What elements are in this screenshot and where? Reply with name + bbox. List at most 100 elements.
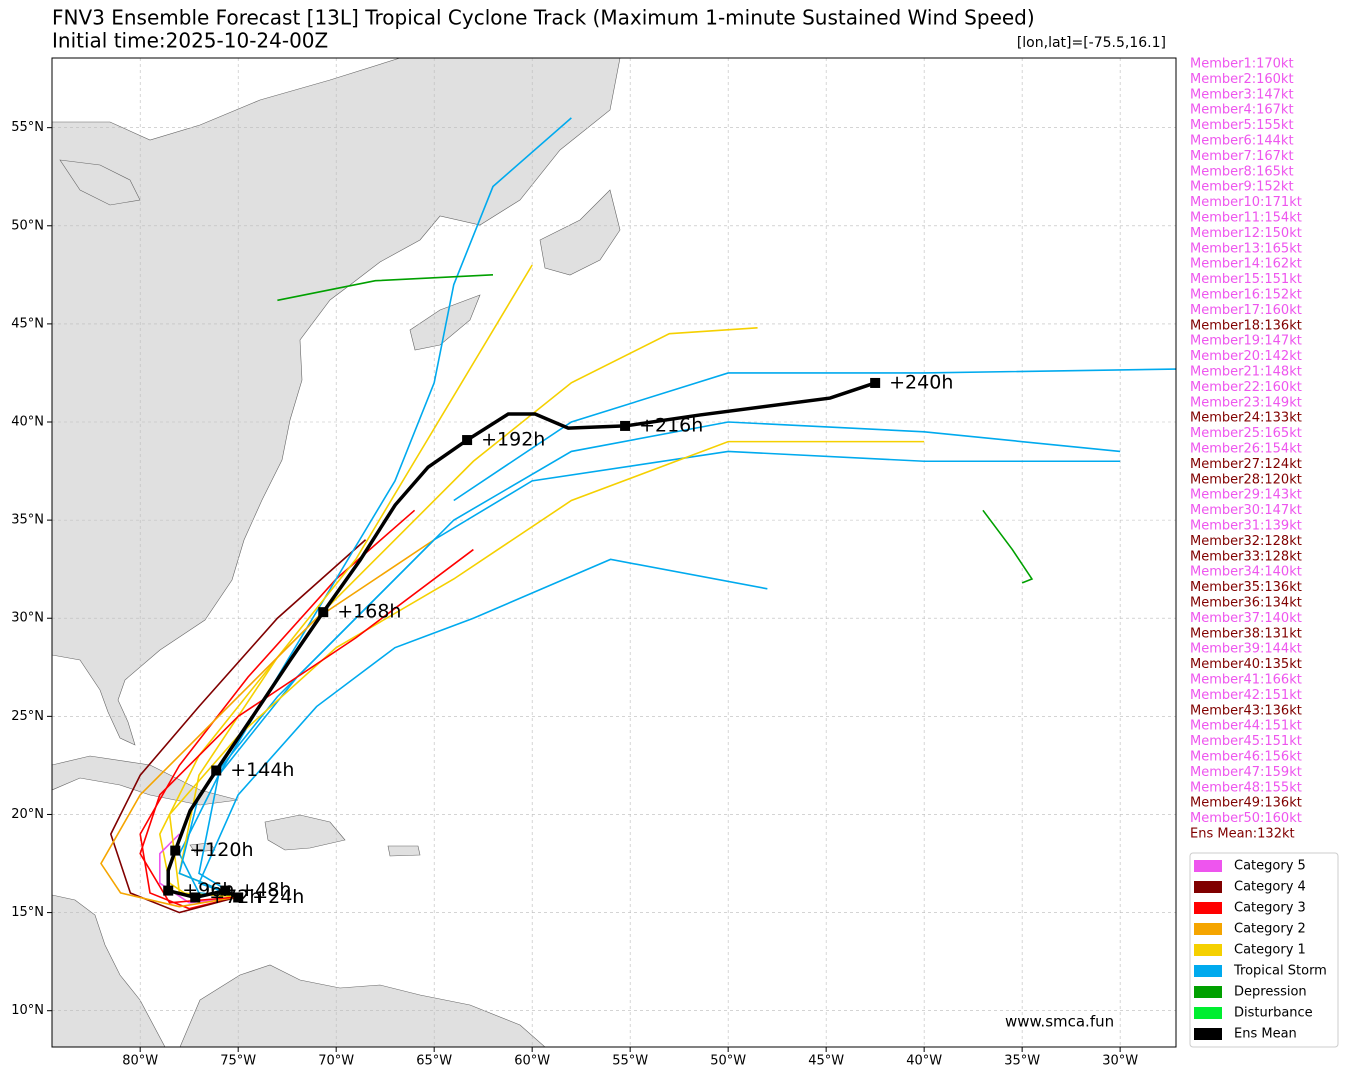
member-label: Member1:170kt [1190, 57, 1294, 72]
member-label: Member31:139kt [1190, 519, 1302, 534]
ens-mean-label: +168h [337, 601, 401, 623]
member-label: Member42:151kt [1190, 688, 1302, 703]
member-label: Member12:150kt [1190, 226, 1302, 241]
y-tick-label: 10°N [11, 1003, 44, 1018]
legend-swatch [1194, 986, 1222, 998]
member-track [109, 539, 367, 914]
ens-mean-marker [233, 892, 244, 903]
legend-label: Category 1 [1234, 943, 1306, 958]
legend-swatch [1194, 944, 1222, 956]
legend-swatch [1194, 923, 1222, 935]
legend-label: Depression [1234, 985, 1307, 1000]
member-label: Member35:136kt [1190, 580, 1302, 595]
member-label: Member11:154kt [1190, 211, 1302, 226]
member-label: Member45:151kt [1190, 734, 1302, 749]
watermark: www.smca.fun [1005, 1013, 1114, 1031]
ens-mean-marker [190, 892, 201, 903]
member-label: Member9:152kt [1190, 180, 1294, 195]
member-track [158, 833, 239, 904]
member-label: Member3:147kt [1190, 87, 1294, 102]
member-track [139, 548, 474, 904]
member-label: Member28:120kt [1190, 472, 1302, 487]
member-label: Member34:140kt [1190, 565, 1302, 580]
legend-label: Disturbance [1234, 1006, 1313, 1021]
member-label: Member2:160kt [1190, 72, 1294, 87]
ens-mean-label: +240h [889, 371, 953, 393]
member-track [197, 558, 768, 898]
land [59, 159, 141, 206]
member-label: Member8:165kt [1190, 164, 1294, 179]
member-label: Member25:165kt [1190, 426, 1302, 441]
ens-mean-marker [220, 885, 231, 896]
y-tick-label: 50°N [11, 218, 44, 233]
legend-swatch [1194, 1028, 1222, 1040]
member-label: Member17:160kt [1190, 303, 1302, 318]
member-label: Member50:160kt [1190, 811, 1302, 826]
ens-mean-marker [163, 885, 174, 896]
member-label: Member7:167kt [1190, 149, 1294, 164]
member-label: Member39:144kt [1190, 642, 1302, 657]
land [189, 842, 216, 853]
member-label: Member32:128kt [1190, 534, 1302, 549]
ens-mean-marker [318, 607, 329, 618]
y-tick-label: 40°N [11, 415, 44, 430]
legend-swatch [1194, 902, 1222, 914]
x-tick-label: 70°W [318, 1054, 354, 1069]
member-label: Member13:165kt [1190, 241, 1302, 256]
legend-label: Category 3 [1234, 901, 1306, 916]
map-frame [51, 57, 1177, 1048]
member-label: Member20:142kt [1190, 349, 1302, 364]
ens-mean-label: +120h [189, 839, 253, 861]
member-label: Member43:136kt [1190, 703, 1302, 718]
y-tick-label: 30°N [11, 611, 44, 626]
member-label: Member33:128kt [1190, 549, 1302, 564]
member-label: Member5:155kt [1190, 118, 1294, 133]
x-tick-label: 55°W [612, 1054, 648, 1069]
member-label: Member14:162kt [1190, 257, 1302, 272]
ens-mean-label: +48h [239, 879, 291, 901]
ens-mean-label: +216h [639, 414, 703, 436]
ens-mean-marker [170, 845, 181, 856]
y-tick-label: 20°N [11, 807, 44, 822]
legend-swatch [1194, 860, 1222, 872]
member-track [277, 274, 494, 302]
member-label: Member37:140kt [1190, 611, 1302, 626]
member-track [198, 117, 572, 898]
ens-mean-marker [462, 435, 473, 446]
grid-layer [52, 58, 1176, 1047]
land [264, 814, 346, 851]
member-label: Member23:149kt [1190, 395, 1302, 410]
x-tick-label: 40°W [906, 1054, 942, 1069]
x-tick-label: 65°W [416, 1054, 452, 1069]
legend-swatch [1194, 1007, 1222, 1019]
member-label: Member46:156kt [1190, 750, 1302, 765]
member-label: Member6:144kt [1190, 134, 1294, 149]
land [409, 294, 481, 351]
legend-label: Category 2 [1234, 922, 1306, 937]
land [52, 58, 621, 746]
member-label: Member16:152kt [1190, 288, 1302, 303]
land-layer [52, 58, 621, 1047]
member-track [982, 509, 1034, 584]
y-tick-label: 25°N [11, 709, 44, 724]
member-label: Member49:136kt [1190, 796, 1302, 811]
member-label: Member26:154kt [1190, 442, 1302, 457]
x-tick-label: 35°W [1004, 1054, 1040, 1069]
member-label: Member15:151kt [1190, 272, 1302, 287]
member-label: Member27:124kt [1190, 457, 1302, 472]
member-label: Member19:147kt [1190, 334, 1302, 349]
member-label: Member40:135kt [1190, 657, 1302, 672]
legend-swatch [1194, 881, 1222, 893]
legend-label: Category 4 [1234, 880, 1306, 895]
member-label: Member41:166kt [1190, 673, 1302, 688]
member-label: Member38:131kt [1190, 626, 1302, 641]
legend-swatch [1194, 965, 1222, 977]
legend-label: Tropical Storm [1233, 964, 1327, 979]
member-track [168, 440, 925, 898]
member-label: Member44:151kt [1190, 719, 1302, 734]
ens-mean-marker [870, 377, 881, 388]
ens-mean-marker [211, 765, 222, 776]
x-tick-label: 80°W [122, 1054, 158, 1069]
